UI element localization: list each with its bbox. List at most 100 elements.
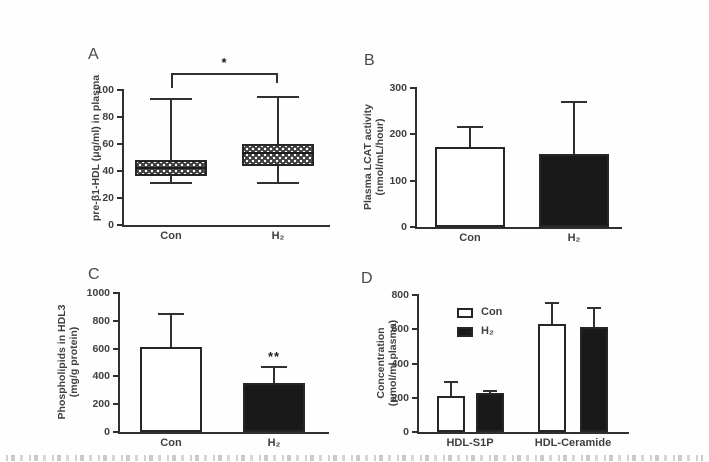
panel-c-y-axis-title-line1: Phospholipids in HDL3 <box>56 304 68 420</box>
legend-swatch-h2 <box>457 327 473 337</box>
x-category-label: H₂ <box>267 437 281 449</box>
y-tick <box>412 362 419 365</box>
y-tick <box>410 133 417 136</box>
whisker-cap-bottom <box>257 182 299 185</box>
panel-a-plot-area: 0 20 40 60 80 100 Con H₂ * <box>96 56 330 242</box>
y-tick-label: 800 <box>92 314 110 327</box>
bar-con <box>436 395 465 432</box>
median-line <box>135 167 207 170</box>
bar-con <box>435 146 505 227</box>
legend-label: H₂ <box>481 325 494 337</box>
error-bar-cap <box>561 100 587 103</box>
y-tick-label: 200 <box>389 128 407 141</box>
y-tick <box>113 347 120 350</box>
y-tick-label: 60 <box>102 138 114 150</box>
error-bar-line <box>551 303 553 325</box>
panel-b-letter: B <box>364 52 375 69</box>
x-category-label: Con <box>160 230 182 242</box>
bar-h2 <box>539 154 609 227</box>
y-tick-label: 1000 <box>86 287 110 299</box>
error-bar-cap <box>261 365 287 368</box>
y-tick <box>117 224 124 226</box>
whisker-cap-bottom <box>150 182 192 185</box>
panel-d-plot-area: 0 200 400 600 800 HDL-S1P HDL-Ceramide Con H₂ <box>391 289 629 449</box>
y-tick-label: 100 <box>96 84 114 96</box>
error-bar-line <box>170 313 172 348</box>
y-tick <box>412 328 419 331</box>
panel-d-letter: D <box>361 270 373 287</box>
error-bar-cap <box>587 307 601 310</box>
y-tick <box>113 403 120 406</box>
y-tick <box>117 143 124 145</box>
x-category-label: H₂ <box>567 232 581 244</box>
panel-b-y-axis-title-line1: Plasma LCAT activity <box>362 104 374 211</box>
y-tick-label: 200 <box>92 398 110 411</box>
error-bar-line <box>593 308 595 327</box>
whisker-cap-top <box>257 95 299 98</box>
y-tick-label: 40 <box>102 165 114 177</box>
y-tick <box>410 179 417 182</box>
whisker-cap-top <box>150 98 192 101</box>
x-category-label: HDL-S1P <box>446 437 494 449</box>
y-tick <box>410 87 417 89</box>
box-h2 <box>242 144 314 166</box>
x-category-label: HDL-Ceramide <box>534 437 612 449</box>
y-tick-label: 100 <box>389 174 407 187</box>
y-tick <box>117 89 124 91</box>
y-tick <box>113 375 120 378</box>
y-tick-label: 800 <box>391 289 409 301</box>
y-tick <box>117 197 124 199</box>
x-category-label: Con <box>459 232 481 244</box>
bar-con <box>538 324 566 432</box>
y-tick-label: 300 <box>389 82 407 94</box>
error-bar-cap <box>158 312 184 315</box>
panel-c-plot-area: 0 200 400 600 800 1000 Con H₂ ** <box>87 287 329 449</box>
error-bar-cap <box>545 302 559 305</box>
whisker-line <box>170 99 172 184</box>
y-tick <box>113 319 120 322</box>
sig-bracket-leg-right <box>276 73 278 83</box>
panel-b-y-axis-title-line2: (nmol/mL/hour) <box>374 118 386 196</box>
panel-c-y-axis-title-line2: (mg/g protein) <box>68 326 80 398</box>
significance-label: * <box>221 55 228 70</box>
y-tick <box>117 170 124 172</box>
panel-b-y-axis-title: Plasma LCAT activity (nmol/mL/hour) <box>362 82 386 232</box>
y-tick-label: 0 <box>108 219 114 231</box>
y-tick-label: 80 <box>102 111 114 123</box>
significance-label: ** <box>267 348 281 364</box>
legend-label: Con <box>481 306 503 318</box>
bar-h2 <box>243 383 305 432</box>
y-tick <box>412 431 419 433</box>
bar-h2 <box>580 327 608 432</box>
sig-bracket-leg-left <box>171 73 173 88</box>
y-tick-label: 0 <box>403 426 409 438</box>
error-bar-cap <box>443 381 458 384</box>
y-tick-label: 200 <box>391 391 409 404</box>
x-category-label: Con <box>160 437 182 449</box>
y-tick <box>117 116 124 118</box>
y-tick-label: 0 <box>401 221 407 233</box>
y-tick-label: 600 <box>391 323 409 336</box>
y-tick-label: 20 <box>102 192 114 204</box>
panel-c-letter: C <box>88 266 100 283</box>
sig-bracket-bar <box>171 73 278 75</box>
legend-swatch-con <box>457 308 473 318</box>
bar-con <box>140 347 202 432</box>
error-bar-line <box>573 101 575 155</box>
y-tick <box>412 294 419 296</box>
whisker-line <box>277 96 279 184</box>
error-bar-cap <box>482 390 497 393</box>
y-tick <box>410 226 417 228</box>
error-bar-cap <box>457 126 483 129</box>
panel-b-plot-area: 0 100 200 300 Con H₂ <box>389 82 622 244</box>
error-bar-line <box>449 382 452 396</box>
x-category-label: H₂ <box>271 230 285 242</box>
y-tick <box>113 431 120 433</box>
y-tick-label: 400 <box>391 357 409 370</box>
y-tick <box>113 292 120 294</box>
y-tick <box>412 396 419 399</box>
error-bar-line <box>273 366 275 384</box>
median-line <box>242 152 314 155</box>
panel-a-letter: A <box>88 46 99 63</box>
